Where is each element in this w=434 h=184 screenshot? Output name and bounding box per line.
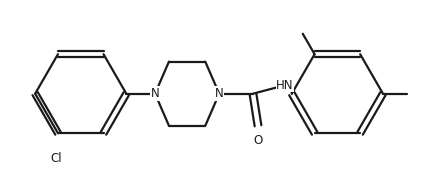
Text: Cl: Cl (50, 152, 62, 165)
Text: N: N (150, 87, 159, 100)
Text: HN: HN (276, 79, 293, 92)
Text: O: O (253, 134, 262, 147)
Text: N: N (214, 87, 223, 100)
